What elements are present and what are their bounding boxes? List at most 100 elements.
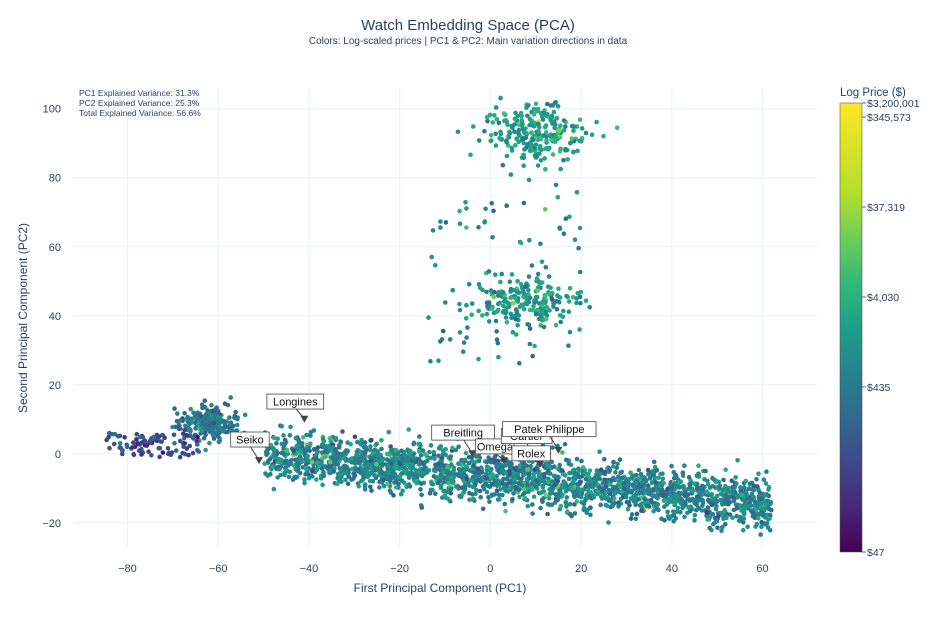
scatter-point bbox=[542, 207, 548, 212]
scatter-point bbox=[305, 444, 310, 450]
scatter-point bbox=[275, 436, 281, 442]
scatter-point bbox=[357, 469, 363, 475]
scatter-point bbox=[476, 282, 482, 287]
scatter-point bbox=[705, 481, 711, 487]
scatter-point bbox=[496, 354, 501, 360]
scatter-point bbox=[548, 103, 554, 108]
scatter-point bbox=[157, 446, 163, 451]
scatter-point bbox=[479, 470, 485, 475]
scatter-point bbox=[308, 433, 313, 438]
scatter-point bbox=[597, 449, 602, 455]
scatter-point bbox=[533, 294, 539, 300]
scatter-point bbox=[384, 481, 390, 487]
scatter-point bbox=[486, 269, 492, 274]
scatter-point bbox=[484, 300, 490, 306]
scatter-point bbox=[500, 480, 505, 486]
colorbar-tick-label: $37,319 bbox=[867, 202, 905, 214]
scatter-point bbox=[195, 442, 200, 447]
scatter-point bbox=[440, 463, 446, 468]
scatter-point bbox=[465, 325, 470, 330]
scatter-point bbox=[529, 263, 535, 268]
scatter-point bbox=[521, 140, 526, 146]
scatter-point bbox=[367, 478, 373, 484]
scatter-point bbox=[447, 337, 453, 342]
scatter-point bbox=[577, 269, 583, 275]
scatter-point bbox=[335, 481, 340, 487]
scatter-point bbox=[436, 358, 441, 364]
scatter-point bbox=[539, 318, 545, 323]
scatter-point bbox=[513, 307, 519, 312]
scatter-point bbox=[431, 449, 437, 455]
scatter-point bbox=[567, 329, 573, 335]
scatter-point bbox=[374, 461, 379, 467]
scatter-point bbox=[288, 458, 293, 464]
scatter-point bbox=[690, 488, 696, 494]
scatter-point bbox=[372, 472, 377, 478]
x-tick-label: 60 bbox=[756, 563, 768, 575]
scatter-point bbox=[176, 426, 182, 432]
scatter-point bbox=[312, 446, 317, 452]
scatter-point bbox=[525, 322, 530, 327]
scatter-point bbox=[277, 457, 282, 463]
scatter-point bbox=[626, 500, 632, 505]
scatter-point bbox=[600, 481, 606, 486]
scatter-point bbox=[693, 501, 698, 506]
scatter-point bbox=[463, 200, 468, 205]
scatter-point bbox=[467, 490, 472, 496]
scatter-point bbox=[394, 485, 399, 490]
scatter-point bbox=[692, 518, 697, 523]
scatter-point bbox=[744, 504, 749, 510]
scatter-point bbox=[665, 492, 670, 497]
scatter-point bbox=[210, 408, 216, 414]
scatter-point bbox=[567, 214, 572, 220]
scatter-point bbox=[379, 446, 384, 452]
scatter-point bbox=[359, 437, 364, 443]
scatter-point bbox=[529, 130, 534, 136]
scatter-point bbox=[525, 467, 530, 472]
scatter-point bbox=[159, 439, 164, 444]
scatter-point bbox=[699, 508, 705, 513]
scatter-point bbox=[668, 481, 673, 487]
scatter-point bbox=[418, 503, 424, 508]
scatter-point bbox=[561, 118, 567, 123]
scatter-point bbox=[519, 123, 525, 128]
scatter-point bbox=[521, 152, 526, 158]
scatter-point bbox=[198, 413, 204, 419]
scatter-point bbox=[418, 487, 423, 492]
annotation-box bbox=[511, 445, 551, 462]
scatter-point bbox=[704, 510, 710, 515]
scatter-point bbox=[538, 490, 543, 496]
scatter-point bbox=[488, 138, 494, 143]
scatter-point bbox=[733, 475, 738, 480]
scatter-point bbox=[743, 501, 749, 507]
scatter-point bbox=[547, 308, 552, 313]
scatter-point bbox=[286, 474, 292, 480]
scatter-point bbox=[464, 206, 469, 211]
scatter-point bbox=[520, 126, 526, 132]
scatter-point bbox=[494, 337, 500, 342]
scatter-point bbox=[561, 308, 566, 314]
scatter-point bbox=[498, 468, 504, 474]
scatter-point bbox=[190, 450, 196, 456]
scatter-point bbox=[554, 306, 560, 312]
scatter-point bbox=[678, 500, 683, 506]
scatter-point bbox=[654, 467, 660, 473]
scatter-point bbox=[430, 228, 436, 233]
scatter-point bbox=[567, 501, 573, 507]
scatter-point bbox=[450, 470, 456, 475]
scatter-point bbox=[509, 123, 514, 129]
scatter-point bbox=[540, 117, 546, 122]
scatter-point bbox=[392, 471, 398, 477]
scatter-point bbox=[555, 104, 561, 109]
scatter-point bbox=[322, 454, 328, 460]
scatter-point bbox=[369, 488, 374, 493]
scatter-point bbox=[362, 484, 368, 489]
annotation-box bbox=[230, 431, 270, 448]
scatter-point bbox=[270, 445, 276, 451]
scatter-point bbox=[712, 496, 717, 502]
scatter-point bbox=[215, 414, 221, 420]
scatter-point bbox=[302, 480, 307, 486]
scatter-point bbox=[576, 474, 581, 480]
scatter-point bbox=[610, 464, 616, 469]
annotation-arrowhead bbox=[554, 446, 563, 454]
